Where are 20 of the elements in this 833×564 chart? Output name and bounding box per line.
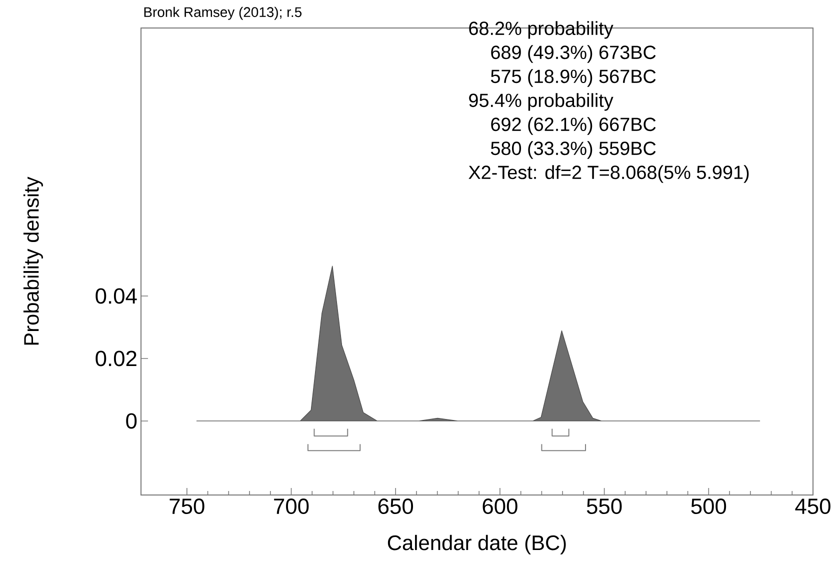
y-tick-label: 0.02 [96,350,136,366]
annotation: 95.4% probability [469,93,614,111]
annotation: 580 (33.3%) 559BC [490,141,656,159]
y-tick-label: 0 [126,413,137,429]
annotation: 575 (18.9%) 567BC [490,69,656,87]
annotation: 692 (62.1%) 667BC [491,117,656,135]
x-tick-label: 550 [586,498,622,514]
y-axis-title: Probability density [23,176,43,345]
annotation: 68.2% probability [469,21,614,39]
x-tick-label: 500 [691,498,726,514]
x-tick-label: 700 [274,498,309,514]
x-tick-label: 650 [378,498,414,514]
y-tick-label: 0.04 [96,288,137,304]
x-tick-label: 600 [482,498,518,514]
annotation: 689 (49.3%) 673BC [491,45,656,63]
x-tick-label: 750 [170,498,204,514]
annotation: X2-Test: df=2 T=8.068(5% 5.991) [468,165,749,183]
x-axis-title: Calendar date (BC) [388,534,566,554]
x-tick-label: 450 [795,498,830,514]
chart-title: Bronk Ramsey (2013); r.5 [144,6,302,20]
